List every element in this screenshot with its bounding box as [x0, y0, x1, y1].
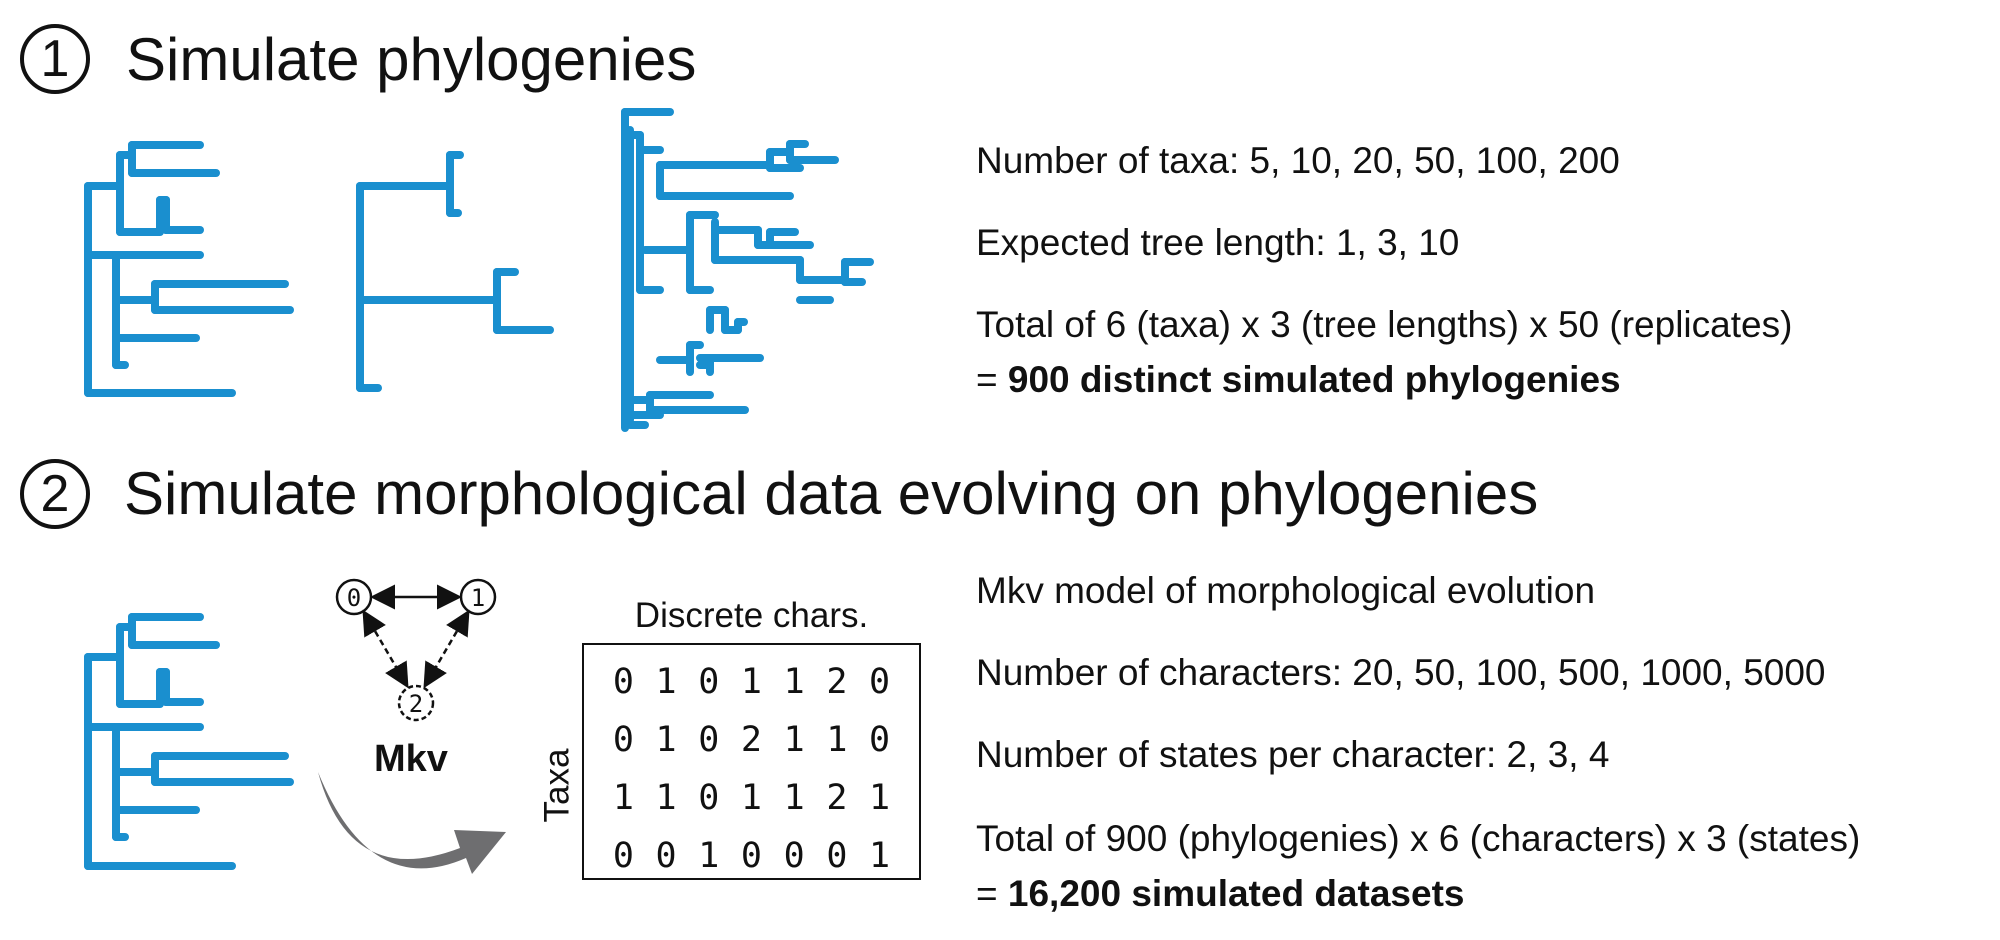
matrix-cell: 1: [869, 778, 891, 818]
matrix-cell: 2: [826, 662, 848, 702]
matrix-cell: 1: [698, 836, 720, 876]
step-1-info-taxa: Number of taxa: 5, 10, 20, 50, 100, 200: [976, 140, 1620, 181]
matrix-cell: 0: [740, 836, 762, 876]
matrix-row-label: Taxa: [537, 748, 577, 823]
matrix-cell: 0: [612, 662, 634, 702]
step-2-number: 2: [40, 465, 70, 523]
matrix-header: Discrete chars.: [634, 596, 869, 635]
matrix-cell: 1: [783, 662, 805, 702]
step-2-info-total: Total of 900 (phylogenies) x 6 (characte…: [976, 818, 1861, 859]
matrix-cell: 1: [612, 778, 634, 818]
matrix-cell: 1: [869, 836, 891, 876]
step-2-result-prefix: =: [976, 873, 1008, 914]
step-2-info-states: Number of states per character: 2, 3, 4: [976, 734, 1610, 775]
matrix-cell: 0: [655, 836, 677, 876]
matrix-cell: 0: [783, 836, 805, 876]
step-1-result-bold: 900 distinct simulated phylogenies: [1007, 359, 1621, 400]
matrix-cell: 1: [655, 778, 677, 818]
step-1-info-total: Total of 6 (taxa) x 3 (tree lengths) x 5…: [976, 304, 1793, 345]
transition-0-2-arrow: [362, 609, 409, 689]
matrix-cell: 1: [783, 720, 805, 760]
transition-1-2-arrow: [423, 609, 470, 689]
step-2-info-chars: Number of characters: 20, 50, 100, 500, …: [976, 652, 1826, 693]
tree-small-b: [356, 151, 554, 392]
matrix-cell: 1: [740, 778, 762, 818]
step-1-trees: [84, 108, 874, 432]
mkv-label: Mkv: [374, 738, 448, 780]
step-1-result-prefix: =: [976, 359, 1008, 400]
tree-small-a: [84, 141, 294, 397]
step-2-info-model: Mkv model of morphological evolution: [976, 570, 1596, 611]
tree-large: [621, 108, 874, 432]
step-1-number-circle: 1: [20, 24, 90, 94]
matrix-cell: 2: [740, 720, 762, 760]
matrix-cell: 1: [655, 720, 677, 760]
state-0-label: 0: [347, 584, 361, 612]
step-2-tree: [84, 613, 294, 870]
matrix-cell: 0: [826, 836, 848, 876]
step-1-info-result: = 900 distinct simulated phylogenies: [976, 361, 1621, 398]
matrix-cell: 0: [612, 836, 634, 876]
step-2-title: Simulate morphological data evolving on …: [124, 460, 1539, 527]
matrix-cell: 1: [655, 662, 677, 702]
state-1-label: 1: [471, 584, 485, 612]
step-1-info-length: Expected tree length: 1, 3, 10: [976, 222, 1460, 263]
step-2-number-circle: 2: [20, 459, 90, 529]
step-1-title: Simulate phylogenies: [126, 26, 697, 93]
step-1-number: 1: [40, 30, 70, 88]
mkv-state-diagram: 0 1 2: [335, 578, 497, 722]
matrix-cell: 0: [869, 720, 891, 760]
step-2-info-result: = 16,200 simulated datasets: [976, 875, 1464, 912]
matrix-cell: 0: [612, 720, 634, 760]
matrix-cell: 2: [826, 778, 848, 818]
step-2-result-bold: 16,200 simulated datasets: [1007, 873, 1465, 914]
curved-arrow-icon: [318, 772, 506, 874]
state-2-label: 2: [409, 690, 423, 718]
matrix-cell: 0: [698, 778, 720, 818]
matrix-cell: 0: [698, 720, 720, 760]
matrix-cell: 0: [869, 662, 891, 702]
matrix-cell: 1: [783, 778, 805, 818]
matrix-cell: 1: [740, 662, 762, 702]
state-2-node: [397, 684, 435, 722]
matrix-cell: 1: [826, 720, 848, 760]
matrix-cell: 0: [698, 662, 720, 702]
